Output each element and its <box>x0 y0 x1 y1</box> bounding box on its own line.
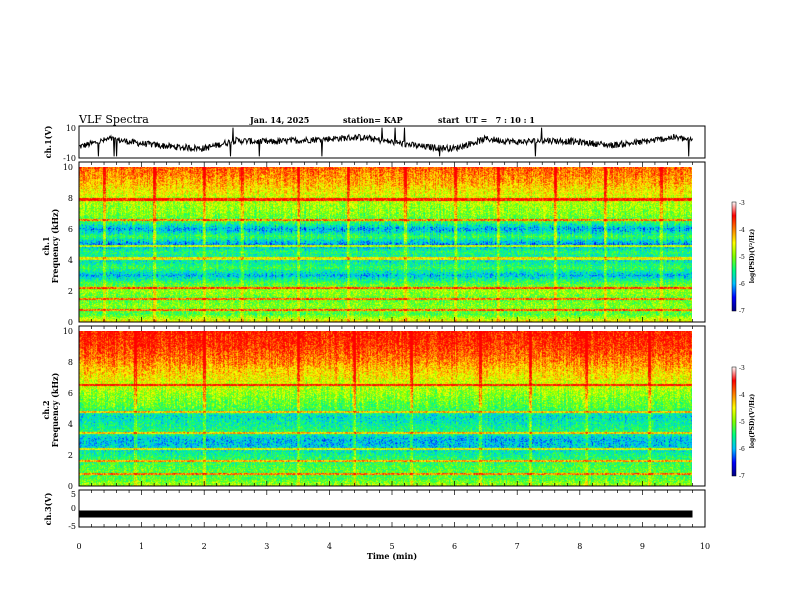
ch2-spectrogram-ticks <box>78 326 706 486</box>
ch2-colorbar-label: log(PSD)(V²/Hz) <box>749 394 756 449</box>
ch2-freq-tick-2: 2 <box>68 451 73 460</box>
ch2-freq-tick-8: 8 <box>68 358 73 367</box>
ch1-freq-ylabel: Frequency (kHz) <box>50 208 60 283</box>
x-tick-10: 10 <box>700 542 710 551</box>
ch3-ticks <box>78 490 706 527</box>
x-tick-4: 4 <box>327 542 332 551</box>
ch1-cb-tick-6: -6 <box>739 281 745 288</box>
figure-title: VLF Spectra <box>78 113 149 126</box>
ch2-freq-tick-6: 6 <box>68 389 73 398</box>
date-label: Jan. 14, 2025 <box>249 115 309 125</box>
ch1-freq-tick-6: 6 <box>68 225 73 234</box>
ch1-cb-tick-7: -7 <box>739 308 745 315</box>
ch1-colorbar: -3 -4 -5 -6 -7 log(PSD)(V²/Hz) <box>731 200 756 315</box>
ch3-tick-5: 5 <box>71 490 76 499</box>
x-tick-5: 5 <box>389 542 394 551</box>
ch1-spectrogram-image <box>79 167 692 322</box>
ch2-cb-tick-5: -5 <box>739 419 745 426</box>
ch2-colorbar: -3 -4 -5 -6 -7 log(PSD)(V²/Hz) <box>731 365 756 480</box>
ch2-freq-tick-4: 4 <box>68 420 73 429</box>
ch1-freq-tick-2: 2 <box>68 287 73 296</box>
ch3-tick-minus5: -5 <box>68 522 76 531</box>
x-tick-2: 2 <box>202 542 207 551</box>
ch3-wave-ylabel: ch.3(V) <box>43 492 53 525</box>
x-axis-label: Time (min) <box>367 551 417 561</box>
x-axis: 0 1 2 3 4 5 6 7 8 9 10 Time (min) <box>76 542 710 561</box>
ch1-freq-tick-0: 0 <box>68 318 73 327</box>
ch1-cb-tick-4: -4 <box>739 227 745 234</box>
ch2-freq-tick-10: 10 <box>63 327 73 336</box>
ch1-spectrogram-ticks <box>78 162 706 322</box>
ch1-colorbar-label: log(PSD)(V²/Hz) <box>749 229 756 284</box>
x-tick-0: 0 <box>76 542 81 551</box>
ch2-spectrogram-panel: 10 8 6 4 2 0 ch.2 Frequency (kHz) <box>41 325 706 491</box>
ch2-colorbar-gradient <box>731 366 737 477</box>
ch1-freq-tick-10: 10 <box>63 163 73 172</box>
ch2-cb-tick-3: -3 <box>739 365 745 372</box>
ch1-channel-label: ch.1 <box>41 236 51 255</box>
ch1-tick-bottom: -10 <box>63 154 76 163</box>
ch3-tick-0: 0 <box>71 504 76 513</box>
x-tick-8: 8 <box>577 542 582 551</box>
ch1-spectrogram-panel: 10 8 6 4 2 0 ch.1 Frequency (kHz) <box>41 161 706 327</box>
start-time-label: start UT = 7 : 10 : 1 <box>438 115 535 125</box>
ch2-cb-tick-6: -6 <box>739 446 745 453</box>
x-tick-1: 1 <box>139 542 144 551</box>
ch2-cb-tick-7: -7 <box>739 473 745 480</box>
ch3-waveform-trace <box>79 510 693 518</box>
ch1-cb-tick-3: -3 <box>739 200 745 207</box>
ch2-spectrogram-image <box>79 331 692 486</box>
ch3-waveform-panel: 5 0 -5 ch.3(V) <box>43 489 706 531</box>
ch1-waveform-trace <box>79 127 693 157</box>
ch2-channel-label: ch.2 <box>41 400 51 419</box>
ch3-waveform-frame <box>78 489 706 528</box>
ch1-tick-top: 10 <box>66 124 76 133</box>
x-tick-9: 9 <box>640 542 645 551</box>
station-label: station= KAP <box>343 115 403 125</box>
ch1-colorbar-gradient <box>731 201 737 312</box>
x-tick-3: 3 <box>264 542 269 551</box>
ch1-cb-tick-5: -5 <box>739 254 745 261</box>
ch1-wave-ylabel: ch.1(V) <box>43 125 53 158</box>
ch1-freq-tick-4: 4 <box>68 256 73 265</box>
ch2-cb-tick-4: -4 <box>739 392 745 399</box>
ch1-waveform-panel: 10 -10 ch.1(V) <box>43 124 706 163</box>
ch2-freq-tick-0: 0 <box>68 482 73 491</box>
x-tick-6: 6 <box>452 542 457 551</box>
ch1-freq-tick-8: 8 <box>68 194 73 203</box>
ch1-waveform-frame <box>78 125 706 159</box>
x-tick-7: 7 <box>515 542 520 551</box>
ch2-freq-ylabel: Frequency (kHz) <box>50 372 60 447</box>
